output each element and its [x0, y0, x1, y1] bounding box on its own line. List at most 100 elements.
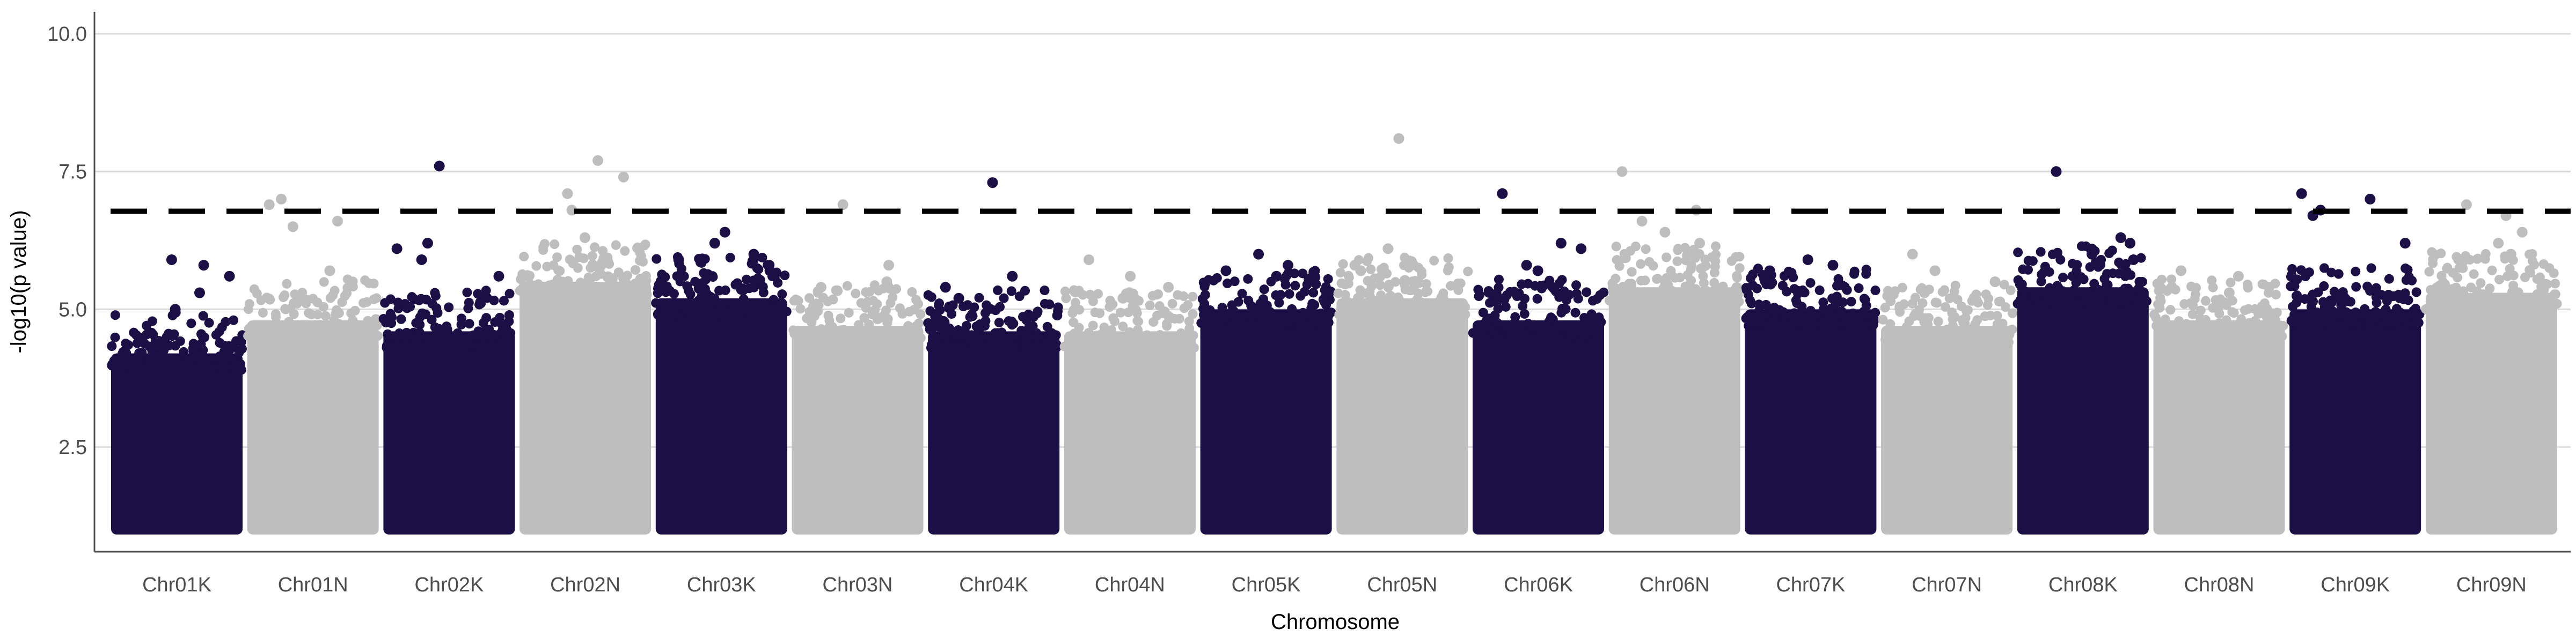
data-point: [2181, 332, 2191, 342]
data-point: [1767, 277, 1777, 288]
point-edge-Chr03N: [788, 280, 926, 347]
data-point: [497, 325, 508, 335]
data-point: [538, 242, 548, 252]
data-point: [2199, 331, 2209, 341]
data-point: [2365, 286, 2375, 296]
data-point: [1091, 338, 1101, 348]
top-hit-point: [1802, 254, 1813, 265]
data-point: [1867, 320, 1877, 330]
data-point: [1985, 310, 1995, 320]
data-point: [2372, 298, 2382, 308]
data-point: [258, 308, 268, 318]
data-point: [1940, 337, 1950, 347]
data-point: [2478, 289, 2488, 299]
data-point: [572, 244, 582, 254]
data-point: [1069, 305, 1079, 316]
data-point: [1040, 286, 1050, 296]
data-point: [2456, 294, 2466, 304]
data-point: [1791, 295, 1801, 305]
top-hit-point: [1907, 248, 1918, 260]
data-point: [260, 321, 270, 331]
data-point: [1170, 313, 1180, 324]
data-point: [2366, 263, 2376, 273]
top-hit-point: [1382, 243, 1394, 254]
data-point: [2319, 281, 2329, 291]
data-point: [340, 291, 350, 301]
top-hit-point: [2051, 166, 2062, 177]
data-point: [1494, 274, 1504, 284]
data-point: [1483, 286, 1494, 296]
data-point: [1512, 291, 1522, 302]
top-hit-point: [2461, 199, 2472, 210]
top-hit-point: [1659, 226, 1671, 238]
data-point: [1437, 298, 1447, 309]
data-point: [995, 302, 1005, 312]
data-point: [462, 287, 472, 297]
data-point: [228, 341, 238, 351]
data-point: [2006, 285, 2016, 295]
data-point: [1718, 281, 1728, 291]
top-hit-point: [2223, 287, 2235, 298]
data-point: [445, 339, 456, 349]
data-point: [1284, 289, 1294, 299]
data-point: [1933, 316, 1943, 326]
data-point: [1133, 325, 1143, 335]
data-point: [797, 332, 807, 342]
data-point: [2382, 296, 2392, 306]
top-hit-point: [1007, 270, 1018, 282]
data-point: [1009, 331, 1020, 341]
data-point: [1967, 337, 1977, 347]
top-hit-point: [2176, 265, 2187, 276]
top-hit-point: [748, 248, 759, 260]
data-point: [1509, 318, 1519, 328]
top-hit-point: [166, 254, 177, 265]
point-cloud-Chr02N: [519, 282, 652, 535]
data-point: [590, 242, 600, 252]
data-point: [725, 253, 735, 263]
data-point: [2403, 295, 2413, 305]
data-point: [2071, 277, 2081, 288]
data-point: [1579, 313, 1590, 323]
data-point: [894, 336, 904, 347]
data-point: [1110, 316, 1120, 326]
data-point: [2458, 286, 2468, 296]
data-point: [1697, 288, 1708, 298]
top-hit-point: [2115, 232, 2126, 243]
data-point: [622, 270, 632, 281]
data-point: [504, 289, 515, 299]
data-point: [613, 267, 624, 277]
x-tick-label: Chr06K: [1504, 574, 1573, 596]
data-point: [2513, 301, 2523, 311]
top-hit-point: [324, 265, 335, 276]
data-point: [623, 279, 633, 289]
data-point: [1460, 302, 1470, 312]
data-point: [215, 338, 225, 348]
point-edge-Chr04N: [1059, 285, 1199, 353]
data-point: [456, 319, 466, 330]
data-point: [1363, 253, 1373, 263]
top-hit-point: [1355, 265, 1366, 276]
data-point: [1807, 320, 1817, 331]
data-point: [533, 279, 544, 289]
data-point: [2116, 296, 2126, 306]
data-point: [1085, 289, 1095, 299]
data-point: [2353, 320, 2363, 331]
data-point: [842, 281, 852, 291]
data-point: [895, 327, 905, 337]
data-point: [110, 310, 120, 320]
point-edge-Chr01K: [107, 308, 247, 375]
data-point: [2424, 267, 2434, 277]
data-point: [363, 316, 373, 326]
top-hit-point: [2264, 282, 2275, 293]
data-point: [2407, 275, 2417, 286]
data-point: [2054, 298, 2065, 309]
data-point: [1523, 279, 1533, 289]
data-point: [1870, 308, 1880, 318]
data-point: [1838, 297, 1848, 308]
data-point: [1393, 292, 1403, 302]
data-point: [1316, 320, 1326, 331]
data-point: [861, 334, 872, 344]
data-point: [755, 275, 765, 285]
data-point: [198, 311, 208, 321]
data-point: [923, 318, 933, 328]
